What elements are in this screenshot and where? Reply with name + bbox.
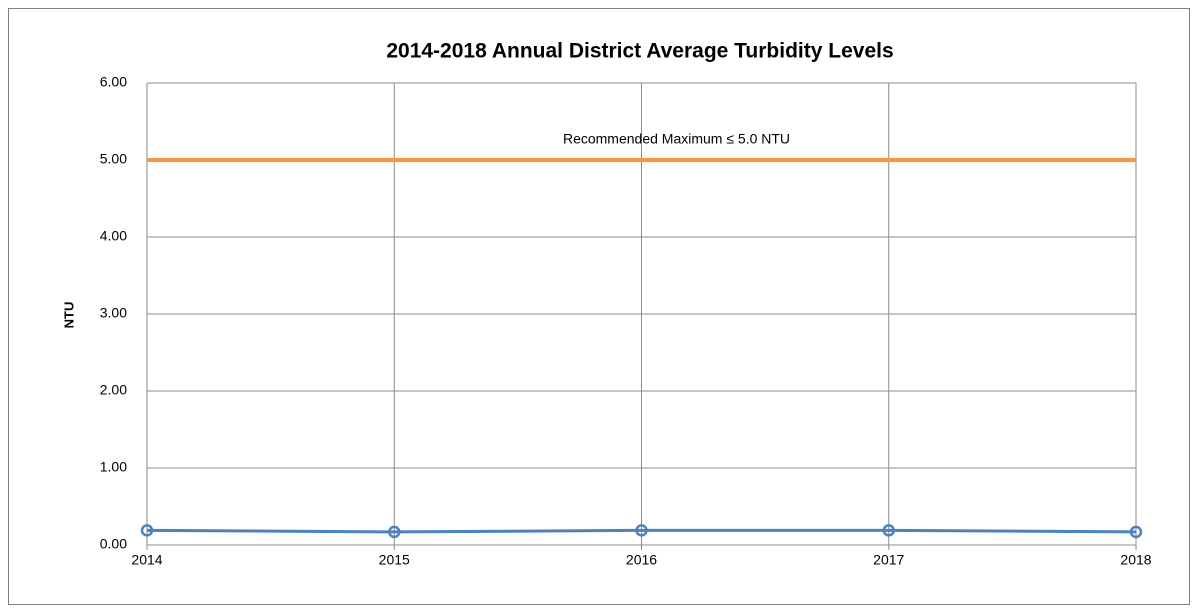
x-tick-label: 2018	[1120, 552, 1151, 568]
chart-title: 2014-2018 Annual District Average Turbid…	[386, 40, 893, 63]
reference-label: Recommended Maximum ≤ 5.0 NTU	[563, 131, 790, 147]
data-point	[635, 524, 648, 537]
series-line	[146, 528, 1137, 534]
y-tick-label: 6.00	[100, 74, 127, 90]
data-point	[388, 525, 401, 539]
chart-frame	[8, 8, 1190, 605]
x-tick-label: 2016	[626, 552, 657, 568]
data-point	[882, 524, 895, 537]
y-tick-label: 3.00	[100, 305, 127, 321]
y-tick-label: 1.00	[100, 459, 127, 475]
x-tick-label: 2014	[131, 552, 162, 568]
y-tick-label: 5.00	[100, 151, 127, 167]
y-axis-label: NTU	[61, 302, 76, 329]
y-tick-label: 4.00	[100, 228, 127, 244]
x-tick-label: 2015	[379, 552, 410, 568]
x-tick-label: 2017	[873, 552, 904, 568]
data-point	[140, 524, 154, 537]
data-point	[1129, 525, 1143, 539]
y-tick-label: 2.00	[100, 382, 127, 398]
y-tick-label: 0.00	[100, 536, 127, 552]
